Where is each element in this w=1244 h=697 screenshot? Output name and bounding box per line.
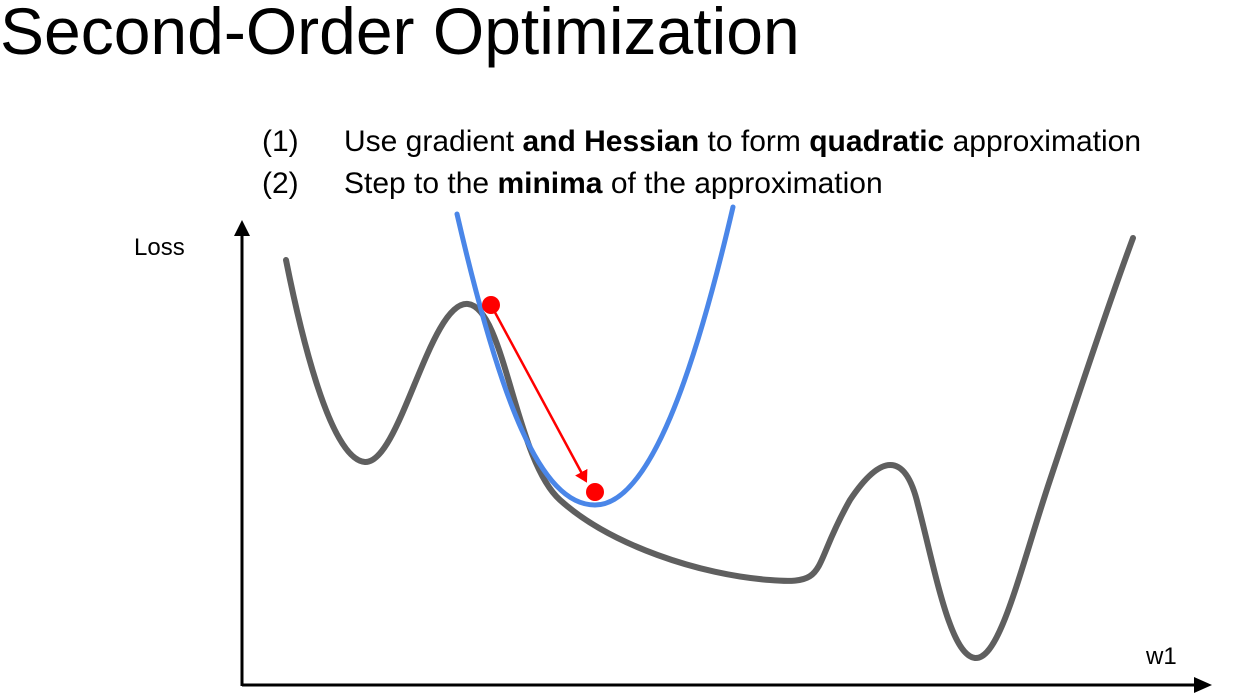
step-1-emphasis-quadratic: quadratic <box>809 125 945 158</box>
step-2-part: Step to the <box>344 167 498 200</box>
x-axis-label: w1 <box>1146 643 1177 670</box>
step-2-text: Step to the minima of the approximation <box>344 167 883 200</box>
step-2-part: of the approximation <box>602 167 883 200</box>
newton-step-arrow <box>489 304 588 483</box>
y-axis-arrowhead <box>234 220 250 236</box>
step-1: (1) Use gradient and Hessian to form quad… <box>262 121 1141 163</box>
step-1-text: Use gradient and Hessian to form quadrat… <box>344 125 1141 158</box>
step-1-emphasis-hessian: and Hessian <box>522 125 700 158</box>
step-1-part: approximation <box>944 125 1142 158</box>
step-1-part: to form <box>699 125 810 158</box>
y-axis-label: Loss <box>134 234 185 261</box>
step-2-emphasis-minima: minima <box>497 167 603 200</box>
quadratic-approximation-curve <box>454 204 736 508</box>
step-1-part: Use gradient <box>344 125 523 158</box>
step-1-number: (1) <box>262 125 299 158</box>
approximation-minimum-point <box>586 483 604 501</box>
current-point <box>482 296 500 314</box>
step-2: (2) Step to the minima of the approximati… <box>262 163 1141 205</box>
loss-curve <box>283 235 1136 661</box>
slide-title: Second-Order Optimization <box>0 0 800 68</box>
step-2-number: (2) <box>262 167 299 200</box>
step-list: (1) Use gradient and Hessian to form quad… <box>262 121 1141 205</box>
x-axis-arrowhead <box>1194 677 1212 693</box>
